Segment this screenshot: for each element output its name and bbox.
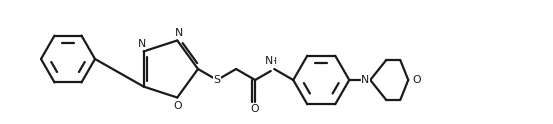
Text: S: S	[213, 75, 221, 85]
Text: N: N	[361, 75, 369, 85]
Text: O: O	[412, 75, 421, 85]
Text: N: N	[175, 29, 184, 38]
Text: H: H	[269, 57, 276, 65]
Text: O: O	[173, 101, 181, 110]
Text: O: O	[251, 104, 259, 114]
Text: N: N	[265, 56, 273, 66]
Text: N: N	[138, 39, 146, 49]
